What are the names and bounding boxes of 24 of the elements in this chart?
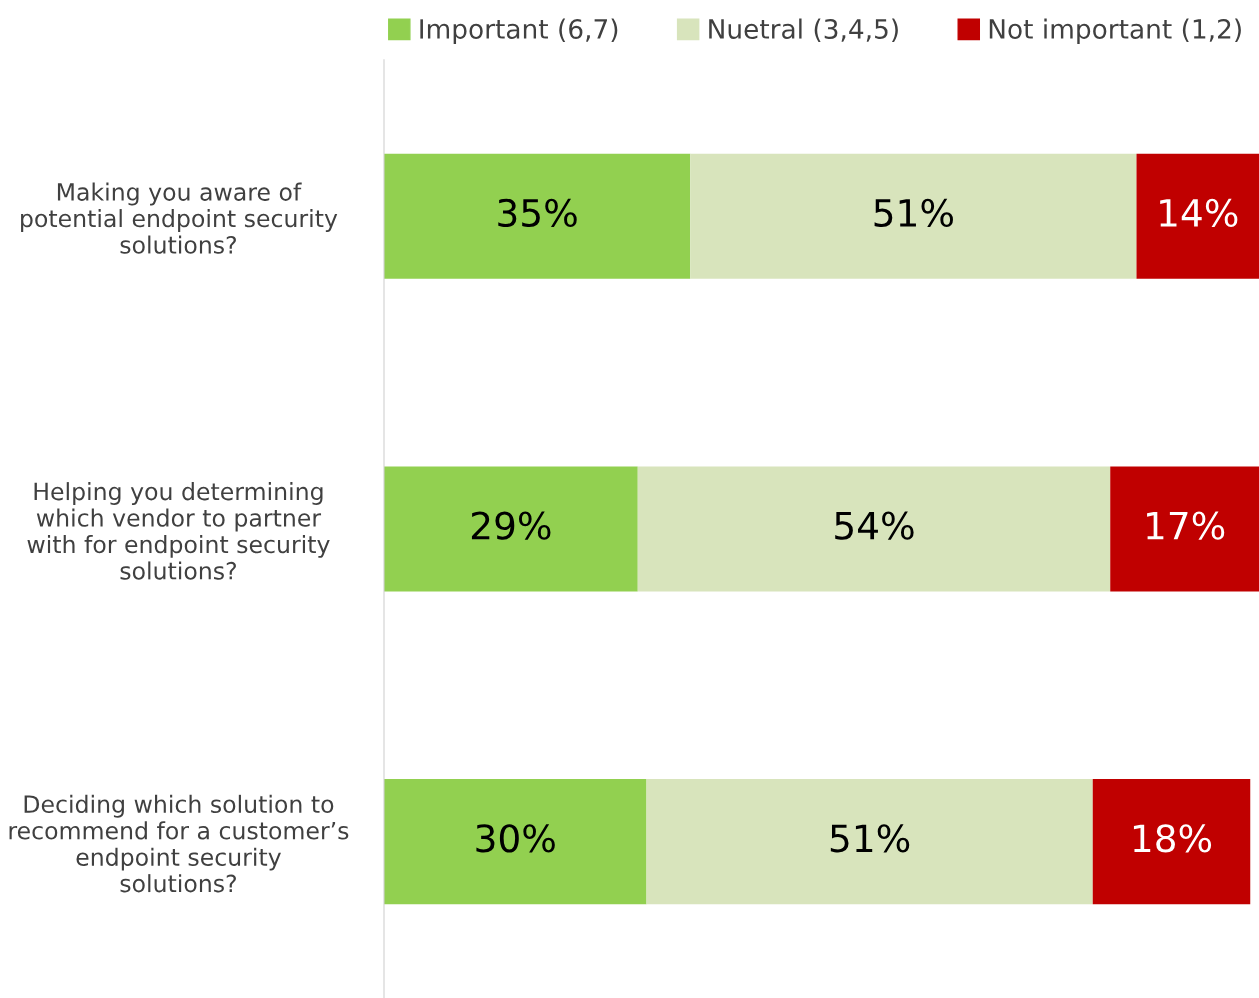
data-label: 35% xyxy=(498,198,577,228)
bar xyxy=(646,779,1093,905)
bar xyxy=(1136,153,1259,279)
bar xyxy=(1110,466,1259,592)
legend-label: Not important (1,2) xyxy=(989,18,1241,45)
legend-label: Important (6,7) xyxy=(420,18,618,45)
y-tick-label: Helping you determining which vendor to partner with for endpoint security solutions? xyxy=(27,482,330,580)
data-label: 29% xyxy=(471,511,551,540)
bar xyxy=(384,779,647,905)
y-tick-label: Making you aware of potential endpoint security solutions? xyxy=(21,182,338,254)
data-label: 18% xyxy=(1133,824,1212,853)
data-label: 54% xyxy=(835,511,914,540)
data-label: 14% xyxy=(1160,198,1238,228)
bar xyxy=(1092,779,1251,905)
data-label: 30% xyxy=(476,824,555,853)
data-label: 51% xyxy=(830,824,910,853)
bar xyxy=(690,153,1137,279)
y-tick-label: Deciding which solution to recommend for a customer’s endpoint security solutions? xyxy=(9,794,349,893)
bar xyxy=(384,153,691,279)
data-label: 51% xyxy=(874,198,953,228)
bar xyxy=(384,466,638,592)
legend-label: Nuetral (3,4,5) xyxy=(709,18,898,43)
data-label: 17% xyxy=(1147,511,1225,540)
bar xyxy=(637,466,1111,592)
